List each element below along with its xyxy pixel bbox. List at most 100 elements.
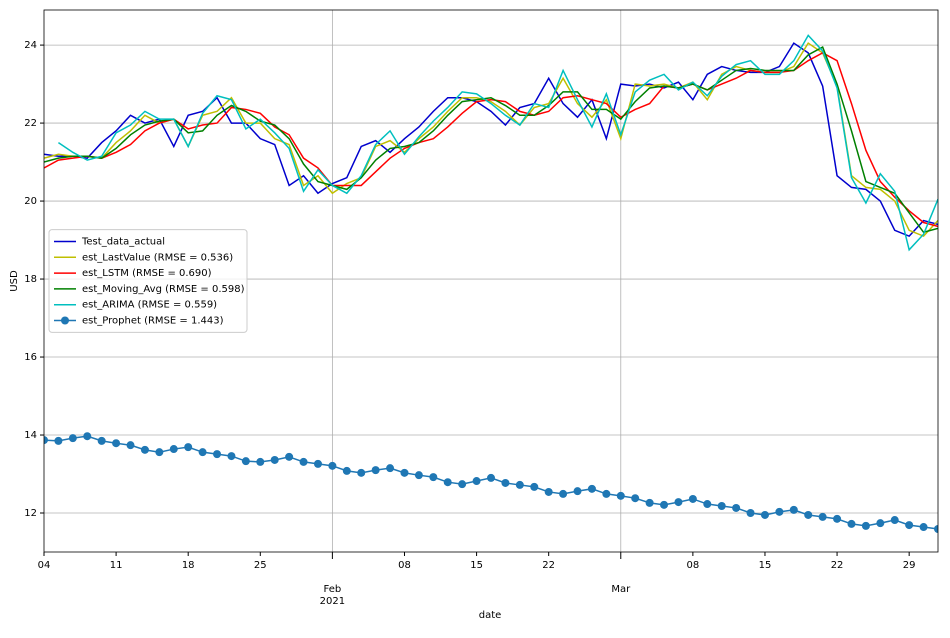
series-marker: [126, 441, 135, 450]
series-line: [57, 34, 938, 252]
series-marker: [285, 452, 294, 461]
series-marker: [818, 512, 827, 521]
series-marker: [54, 436, 63, 445]
legend-marker: [61, 316, 69, 325]
series-marker: [501, 478, 510, 487]
series-marker: [934, 524, 938, 533]
series-marker: [227, 452, 236, 461]
x-tick-label: 22: [542, 560, 555, 571]
legend-label: est_Prophet (RMSE = 1.443): [82, 316, 224, 327]
series-marker: [458, 480, 467, 489]
legend-label: est_Moving_Avg (RMSE = 0.598): [82, 284, 245, 295]
series-marker: [83, 432, 92, 441]
series-marker: [140, 445, 149, 454]
plot-area: [44, 34, 938, 533]
x-tick-label: 15: [759, 560, 772, 571]
y-tick-label: 14: [24, 430, 37, 441]
y-tick-label: 22: [24, 118, 37, 129]
x-axis-label: date: [479, 610, 502, 621]
series-marker: [515, 480, 524, 489]
series-marker: [717, 501, 726, 510]
series-line: [44, 45, 938, 234]
x-tick-label: 08: [398, 560, 411, 571]
x-tick-label: 22: [831, 560, 844, 571]
x-tick-label: Feb: [324, 584, 342, 595]
series-marker: [472, 477, 481, 486]
series-marker: [847, 519, 856, 528]
series-marker: [660, 500, 669, 509]
legend-label: Test_data_actual: [81, 237, 165, 248]
series-marker: [530, 482, 539, 491]
y-tick-label: 18: [24, 274, 37, 285]
series-marker: [631, 494, 640, 503]
series-marker: [602, 489, 611, 498]
series-marker: [746, 509, 755, 518]
series-marker: [573, 487, 582, 496]
series-marker: [213, 450, 222, 459]
legend-label: est_LSTM (RMSE = 0.690): [82, 268, 212, 279]
series-marker: [789, 505, 798, 514]
y-tick-label: 20: [24, 196, 37, 207]
series-marker: [184, 443, 193, 452]
x-tick-label: 04: [38, 560, 51, 571]
series-marker: [487, 473, 495, 482]
series-marker: [155, 448, 164, 457]
series-marker: [775, 507, 784, 516]
y-axis-label: USD: [9, 270, 20, 292]
legend-label: est_ARIMA (RMSE = 0.559): [82, 300, 217, 311]
series-marker: [400, 468, 409, 477]
x-tick-label: 2021: [320, 596, 345, 607]
series-marker: [587, 484, 596, 493]
series-line: [44, 52, 938, 228]
x-tick-label: 08: [687, 560, 700, 571]
series-marker: [861, 521, 870, 530]
series-marker: [890, 516, 899, 525]
series-marker: [270, 455, 279, 464]
series-marker: [198, 448, 207, 457]
series-marker: [357, 468, 366, 477]
y-tick-label: 16: [24, 352, 37, 363]
series-marker: [169, 445, 178, 454]
series-marker: [645, 498, 654, 507]
x-tick-label: 29: [903, 560, 916, 571]
series-marker: [674, 498, 683, 507]
series-marker: [876, 519, 885, 528]
series-marker: [241, 457, 250, 466]
series-marker: [414, 471, 423, 480]
y-tick-label: 12: [24, 508, 37, 519]
x-tick-label: 25: [254, 560, 267, 571]
series-marker: [544, 487, 553, 496]
series-marker: [256, 457, 265, 466]
series-line: [44, 42, 938, 238]
x-tick-label: 18: [182, 560, 195, 571]
series-marker: [429, 473, 438, 482]
series-marker: [371, 466, 380, 475]
x-tick-label: 11: [110, 560, 123, 571]
series-marker: [804, 510, 813, 519]
series-line: [44, 435, 938, 530]
series-marker: [833, 514, 842, 523]
x-tick-label: 15: [470, 560, 483, 571]
y-tick-label: 24: [24, 40, 37, 51]
series-marker: [112, 439, 121, 448]
series-marker: [732, 503, 741, 512]
series-line: [44, 42, 938, 238]
series-marker: [328, 461, 337, 470]
series-marker: [342, 466, 351, 475]
series-marker: [443, 478, 452, 487]
series-marker: [97, 436, 106, 445]
series-marker: [703, 500, 712, 509]
series-marker: [68, 434, 77, 443]
series-marker: [44, 436, 48, 445]
series-marker: [299, 457, 308, 466]
series-marker: [386, 464, 395, 473]
series-marker: [313, 459, 322, 468]
x-tick-label: Mar: [611, 584, 631, 595]
plot-frame: [43, 9, 939, 553]
series-marker: [616, 491, 625, 500]
series-marker: [905, 521, 914, 530]
series-marker: [919, 523, 928, 532]
legend-box: [48, 229, 248, 333]
series-marker: [559, 489, 568, 498]
